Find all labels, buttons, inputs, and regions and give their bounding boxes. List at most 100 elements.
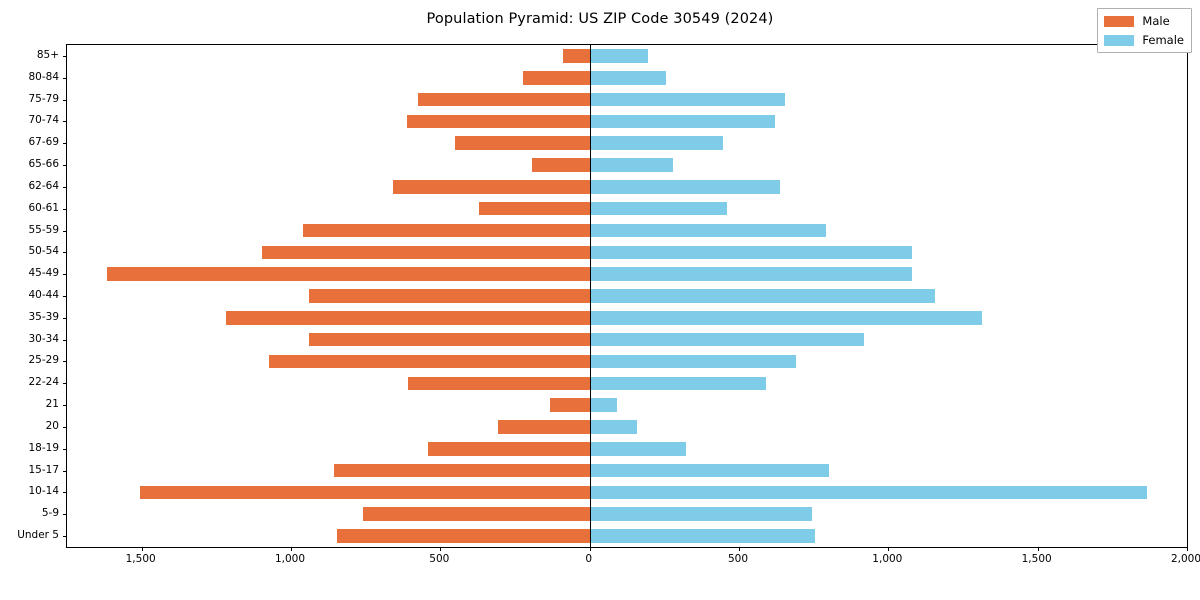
bar-male[interactable] xyxy=(308,332,590,347)
x-axis-label: 0 xyxy=(585,553,592,565)
bar-male[interactable] xyxy=(106,267,590,281)
y-axis-label: 40-44 xyxy=(28,289,59,301)
bar-male[interactable] xyxy=(334,463,590,478)
bar-male[interactable] xyxy=(497,420,590,434)
bar-female[interactable] xyxy=(589,463,829,478)
bar-female[interactable] xyxy=(589,332,864,347)
bar-row xyxy=(67,267,1187,281)
legend-label: Male xyxy=(1142,14,1170,28)
bar-male[interactable] xyxy=(139,485,590,500)
bar-female[interactable] xyxy=(589,201,727,216)
x-axis-label: 2,000 xyxy=(1170,553,1200,565)
bar-female[interactable] xyxy=(589,398,617,412)
bar-female[interactable] xyxy=(589,485,1147,500)
bar-male[interactable] xyxy=(407,114,590,129)
bar-male[interactable] xyxy=(408,376,590,391)
bar-female[interactable] xyxy=(589,507,813,522)
bar-female[interactable] xyxy=(589,158,673,172)
y-axis-label: 70-74 xyxy=(28,114,59,127)
y-axis-label: 80-84 xyxy=(28,70,59,83)
bar-male[interactable] xyxy=(478,201,590,216)
y-axis-tick xyxy=(63,317,67,319)
bar-male[interactable] xyxy=(262,245,590,260)
bar-female[interactable] xyxy=(589,136,723,150)
bar-female[interactable] xyxy=(589,442,687,456)
bar-female[interactable] xyxy=(589,354,796,369)
legend-entry-female[interactable]: Female xyxy=(1104,33,1184,47)
legend: Male Female xyxy=(1097,8,1192,53)
y-axis-label: 25-29 xyxy=(28,354,59,367)
bar-female[interactable] xyxy=(589,92,786,107)
x-axis-label: 500 xyxy=(429,553,450,565)
y-axis-label: 35-39 xyxy=(28,310,59,323)
y-axis-label: 22-24 xyxy=(28,376,59,389)
x-axis-label: 1,000 xyxy=(872,553,903,565)
bar-male[interactable] xyxy=(226,311,590,325)
y-axis-tick xyxy=(63,492,67,494)
y-axis-tick xyxy=(63,208,67,210)
bar-female[interactable] xyxy=(589,267,912,281)
bar-male[interactable] xyxy=(337,529,590,543)
chart-title: Population Pyramid: US ZIP Code 30549 (2… xyxy=(426,11,774,27)
y-axis-tick xyxy=(63,339,67,341)
x-axis-label: 1,000 xyxy=(274,553,306,565)
bar-female[interactable] xyxy=(589,311,983,325)
bar-male[interactable] xyxy=(454,136,590,150)
legend-entry-male[interactable]: Male xyxy=(1104,14,1184,28)
bar-male[interactable] xyxy=(363,507,590,522)
bar-female[interactable] xyxy=(589,376,766,391)
bar-female[interactable] xyxy=(589,70,666,85)
bar-row xyxy=(67,114,1187,129)
bar-row xyxy=(67,376,1187,391)
bar-row xyxy=(67,245,1187,260)
bar-female[interactable] xyxy=(589,223,826,238)
x-axis-tick xyxy=(291,547,292,551)
bar-female[interactable] xyxy=(589,529,816,543)
y-axis-label: Under 5 xyxy=(17,529,59,542)
legend-swatch-icon xyxy=(1104,34,1135,46)
bar-male[interactable] xyxy=(269,354,590,369)
bar-female[interactable] xyxy=(589,420,638,434)
y-axis-tick xyxy=(63,448,67,450)
bar-female[interactable] xyxy=(589,114,776,129)
bar-row xyxy=(67,332,1187,347)
bar-female[interactable] xyxy=(589,289,935,303)
y-axis-tick xyxy=(63,77,67,79)
y-axis-tick xyxy=(63,165,67,167)
bar-male[interactable] xyxy=(532,158,590,172)
bar-male[interactable] xyxy=(303,223,590,238)
bar-row xyxy=(67,70,1187,85)
bar-male[interactable] xyxy=(428,442,590,456)
x-axis-tick xyxy=(141,547,143,551)
x-axis-label: 500 xyxy=(727,553,749,565)
y-axis-label: 5-9 xyxy=(41,507,59,520)
y-axis-label: 30-34 xyxy=(28,332,59,345)
bar-male[interactable] xyxy=(392,180,590,194)
bar-male[interactable] xyxy=(417,92,590,107)
bar-male[interactable] xyxy=(549,398,590,412)
y-axis-label: 62-64 xyxy=(28,179,59,192)
bar-row xyxy=(67,507,1187,522)
y-axis-label: 55-59 xyxy=(28,223,59,236)
y-axis-tick xyxy=(63,186,67,188)
y-axis-tick xyxy=(63,383,67,385)
bar-male[interactable] xyxy=(308,289,590,303)
y-axis-label: 18-19 xyxy=(28,441,59,454)
legend-label: Female xyxy=(1142,33,1184,47)
bar-female[interactable] xyxy=(589,245,912,260)
bar-male[interactable] xyxy=(522,70,590,85)
y-axis-tick xyxy=(63,426,67,428)
y-axis-tick xyxy=(63,514,67,516)
y-axis-tick xyxy=(63,230,67,232)
bar-female[interactable] xyxy=(589,49,649,63)
bar-female[interactable] xyxy=(589,180,781,194)
y-axis-label: 67-69 xyxy=(28,136,59,149)
bar-row xyxy=(67,529,1187,543)
y-axis-label: 20 xyxy=(45,419,59,432)
x-axis-tick xyxy=(440,547,442,551)
plot-area xyxy=(63,44,1188,551)
bar-row xyxy=(67,136,1187,150)
x-axis-tick xyxy=(888,547,890,551)
y-axis-label: 21 xyxy=(45,398,59,411)
bar-male[interactable] xyxy=(562,49,590,63)
